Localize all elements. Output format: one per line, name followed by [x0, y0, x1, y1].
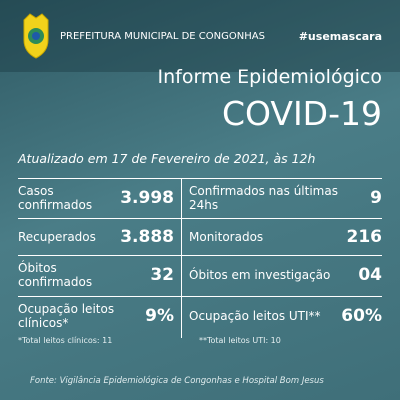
stat-cell: Casos confirmados 3.998 — [18, 180, 174, 216]
stat-label: Confirmados nas últimas 24hs — [189, 184, 338, 212]
divider — [181, 178, 182, 338]
stat-note: **Total leitos UTI: 10 — [199, 336, 281, 345]
org-name: PREFEITURA MUNICIPAL DE CONGONHAS — [60, 31, 265, 42]
stat-value: 3.888 — [120, 227, 174, 247]
stat-cell: Ocupação leitos clínicos* 9% — [18, 298, 174, 334]
rule — [18, 296, 382, 297]
updated: Atualizado em 17 de Fevereiro de 2021, à… — [18, 151, 316, 166]
header-band — [0, 0, 400, 72]
footer: Fonte: Vigilância Epidemiológica de Cong… — [30, 376, 324, 386]
stat-label: Ocupação leitos UTI** — [189, 309, 321, 323]
logo — [23, 13, 49, 59]
stat-value: 9 — [370, 188, 382, 208]
stat-cell: Óbitos confirmados 32 — [18, 257, 174, 293]
stat-value: 216 — [346, 227, 383, 247]
rule — [18, 255, 382, 256]
stat-cell: Confirmados nas últimas 24hs 9 — [189, 180, 382, 216]
stat-label: Óbitos em investigação — [189, 268, 331, 282]
stat-cell: Monitorados 216 — [189, 219, 382, 255]
hashtag: #usemascara — [298, 30, 382, 43]
stat-label: Recuperados — [18, 230, 96, 244]
stat-cell: Ocupação leitos UTI** 60% — [189, 298, 382, 334]
subtitle: COVID-19 — [221, 94, 382, 133]
stat-cell: Recuperados 3.888 — [18, 219, 174, 255]
stat-label: Casos confirmados — [18, 184, 93, 212]
title: Informe Epidemiológico — [157, 66, 383, 88]
stat-label: Óbitos confirmados — [18, 261, 93, 289]
rule — [18, 218, 382, 219]
stat-label: Ocupação leitos clínicos* — [18, 302, 115, 330]
stat-value: 60% — [341, 306, 382, 326]
stat-note: *Total leitos clínicos: 11 — [18, 336, 113, 345]
rule — [18, 178, 382, 179]
stat-value: 32 — [150, 265, 174, 285]
stat-label: Monitorados — [189, 230, 264, 244]
stat-value: 3.998 — [120, 188, 174, 208]
stat-value: 04 — [358, 265, 382, 285]
stat-cell: Óbitos em investigação 04 — [189, 257, 382, 293]
stat-value: 9% — [145, 306, 174, 326]
